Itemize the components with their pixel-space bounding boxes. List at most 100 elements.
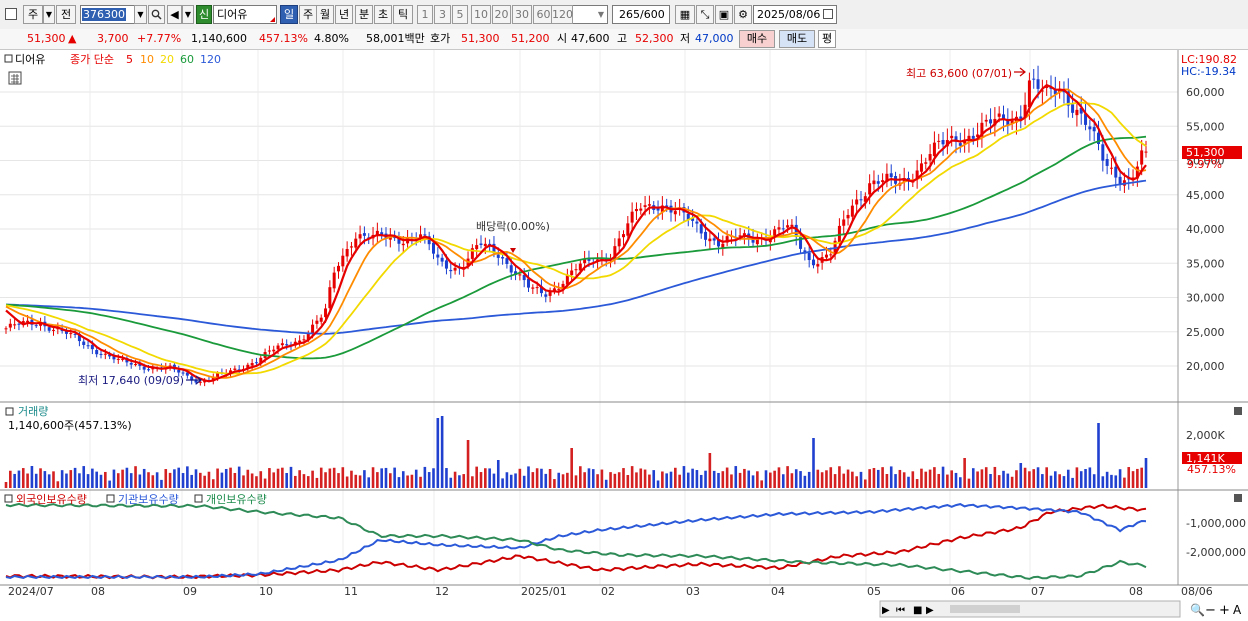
volume-bar [177,467,181,488]
volume-bar [21,468,25,488]
scroll-thumb[interactable] [950,605,1020,613]
interval-tab-120[interactable]: 120 [551,5,573,24]
interval-tab-30[interactable]: 30 [512,5,532,24]
volume-legend-icon[interactable] [5,407,14,416]
candle-body [103,353,107,355]
candle-body [397,236,401,244]
zoom-in-icon[interactable]: + [1219,603,1230,618]
speaker-dropdown-icon[interactable]: ▼ [182,5,194,24]
chart-toolbar: 주 ▼ 전 376300 ▼ ◀ ▼ 신 디어유 ▼ 265/600 ▦ ⤡ ▣… [0,0,1248,30]
period-tab-6[interactable]: 틱 [393,5,413,24]
chevron-down-icon[interactable]: ▼ [43,5,55,24]
volume-bar [289,466,293,488]
volume-bar [1105,471,1109,488]
holding-panel-close-icon[interactable] [1234,494,1242,502]
volume-bar [1144,458,1148,488]
period-tab-1[interactable]: 주 [299,5,317,24]
volume-bar [281,467,284,488]
stock-name: 디어유 [217,8,248,21]
table-view-icon[interactable] [8,71,22,85]
period-type-dropdown[interactable]: 주 [23,5,43,24]
volume-bar [371,467,375,488]
interval-tab-10[interactable]: 10 [471,5,491,24]
gear-icon[interactable]: ⚙ [734,5,752,24]
stock-code-input[interactable]: 376300 [80,5,136,24]
buy-button[interactable]: 매수 [739,30,775,48]
chart-scrollbar[interactable] [879,600,1181,618]
candle-body [708,238,712,242]
stock-chart[interactable]: 디어유 종가 단순 5 10 20 60 120 LC:190.82 HC:-1… [0,50,1248,621]
interval-tab-20[interactable]: 20 [492,5,511,24]
volume-bar [65,473,68,488]
window-icon[interactable] [5,8,17,20]
low-label: 저 [680,32,691,45]
volume-bar [1118,469,1122,488]
volume-bar [233,472,237,488]
prev-button[interactable]: 전 [56,5,76,24]
save-icon[interactable]: ▣ [715,5,733,24]
stock-name-field[interactable]: 디어유 [213,5,277,24]
period-tab-4[interactable]: 분 [355,5,373,24]
candle-body [889,173,893,178]
candle-body [190,376,194,381]
interval-tab-3[interactable]: 3 [434,5,451,24]
speaker-icon[interactable]: ◀ [167,5,182,24]
holding-legend-icon-2[interactable] [106,494,115,503]
chart-settings-icon[interactable]: ▦ [675,5,695,24]
candle-body [134,364,138,366]
code-dropdown-icon[interactable]: ▼ [134,5,147,24]
volume-bar [484,468,487,488]
candle-body [794,224,798,238]
interval-tab-5[interactable]: 5 [452,5,468,24]
volume-bar [272,472,276,488]
volume-bar [1123,477,1126,488]
zoom-icon[interactable]: 🔍 [1190,602,1205,617]
interval-tab-1[interactable]: 1 [417,5,433,24]
zoom-out-icon[interactable]: − [1205,603,1216,618]
draw-tool-icon[interactable]: ⤡ [696,5,714,24]
candle-body [362,233,366,236]
x-axis-label: 05 [867,585,881,598]
candle-body [790,224,794,227]
volume-bar [1101,476,1105,488]
dividend-annotation: 배당락(0.00%) [476,220,550,233]
volume-bar [1140,467,1143,488]
period-tab-2[interactable]: 월 [316,5,334,24]
legend-toggle-icon[interactable] [4,54,13,63]
count-select[interactable]: ▼ [572,5,608,24]
search-icon[interactable] [148,5,165,24]
volume-bars [4,416,1148,488]
volume-bar [989,473,992,488]
font-size-icon[interactable]: A [1233,603,1242,617]
volume-bar [1019,463,1023,488]
count-field[interactable]: 265/600 [612,5,670,24]
holding-legend-icon-1[interactable] [4,494,13,503]
period-tab-5[interactable]: 초 [374,5,392,24]
eval-button[interactable]: 평 [818,30,836,48]
play-icon[interactable]: ▶ [926,605,934,616]
candle-body [1144,151,1148,153]
volume-bar [104,471,107,488]
date-field[interactable]: 2025/08/06 [753,5,837,24]
volume-bar [337,473,340,488]
stop-icon[interactable]: ■ [913,605,922,616]
candle-body [829,254,833,256]
sell-button[interactable]: 매도 [779,30,815,48]
volume-bar [825,470,828,488]
candle-body [535,287,539,289]
calendar-icon[interactable] [823,9,833,19]
volume-bar [816,469,820,488]
volume-panel-close-icon[interactable] [1234,407,1242,415]
candle-body [311,324,315,334]
volume-bar [453,471,457,488]
candle-body [358,234,362,239]
period-tab-3[interactable]: 년 [335,5,353,24]
scroll-right-icon[interactable]: ▶ [882,605,890,616]
candle-body [691,218,695,221]
rewind-icon[interactable]: ⏮ [896,605,905,616]
volume-bar [432,468,435,488]
holding-legend-icon-3[interactable] [194,494,203,503]
period-tab-0[interactable]: 일 [280,5,298,24]
volume-bar [479,472,483,488]
volume-bar [276,468,280,488]
